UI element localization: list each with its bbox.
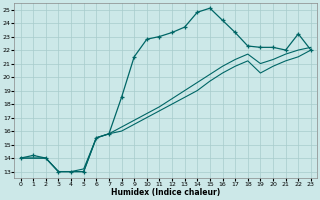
X-axis label: Humidex (Indice chaleur): Humidex (Indice chaleur) — [111, 188, 220, 197]
